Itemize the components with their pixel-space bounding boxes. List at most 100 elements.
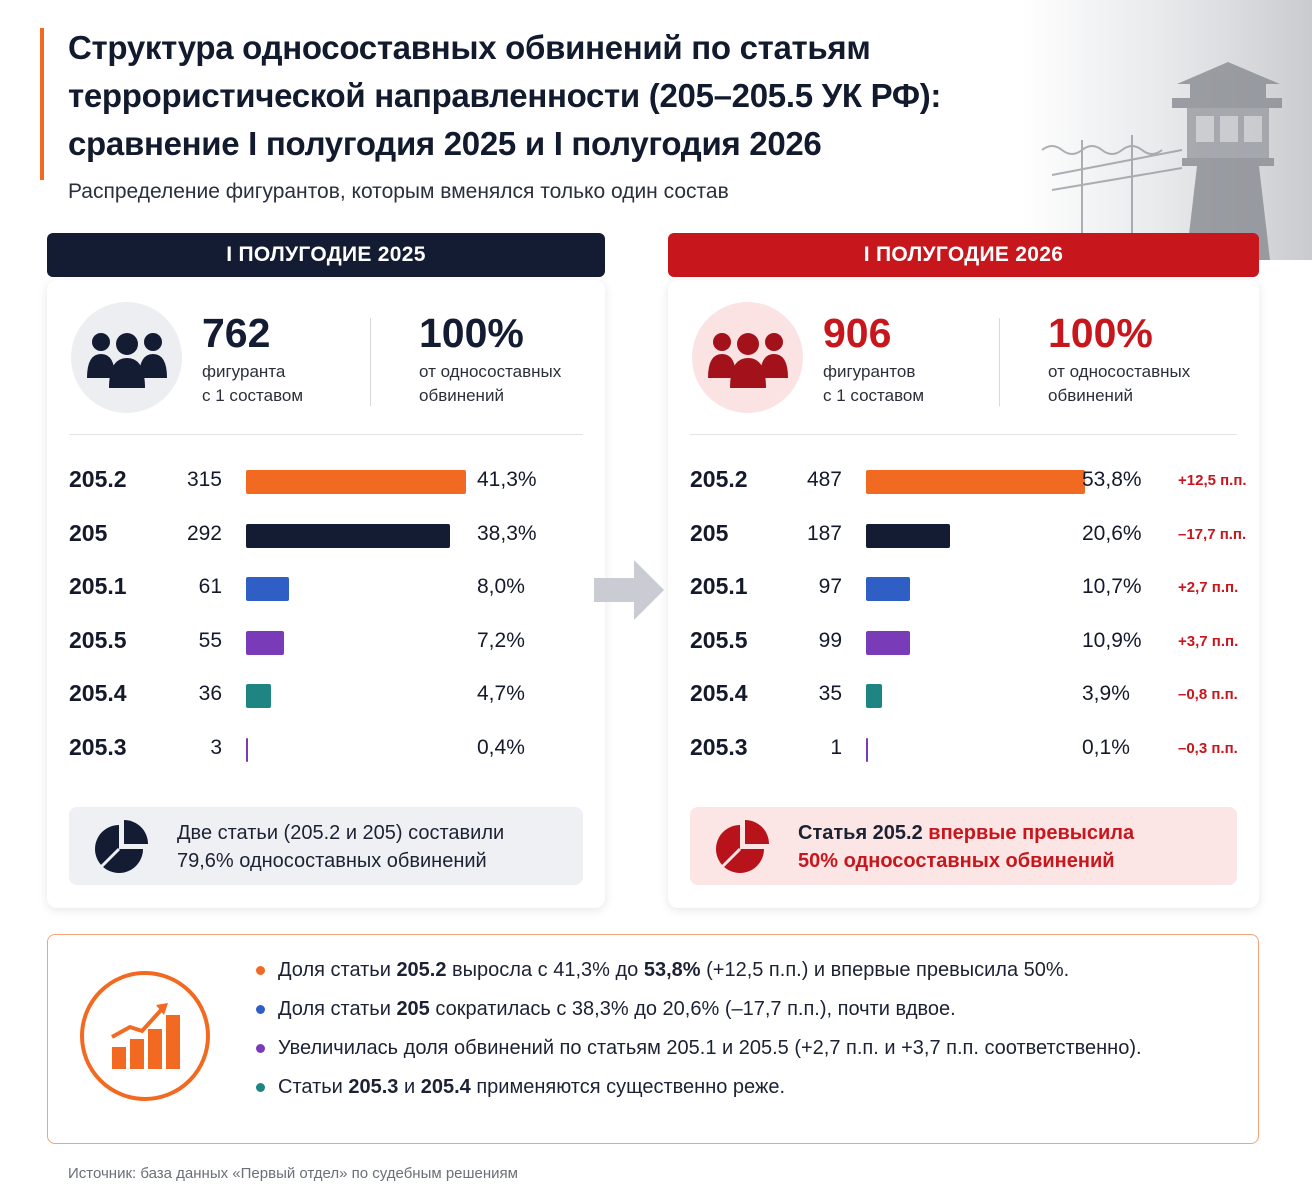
count-value: 99 xyxy=(818,628,842,652)
note-line-1: Две статьи (205.2 и 205) составили xyxy=(177,822,505,844)
panel-header-2026: I ПОЛУГОДИЕ 2026 xyxy=(668,233,1259,277)
count-value: 3 xyxy=(210,736,222,759)
note-text: Две статьи (205.2 и 205) составили 79,6%… xyxy=(177,819,504,875)
note-part: Статья 205.2 xyxy=(798,822,929,844)
share-label-line-1: от односоставных xyxy=(419,362,562,381)
percent-label: 7,2% xyxy=(477,628,525,652)
panel-header-2025: I ПОЛУГОДИЕ 2025 xyxy=(47,233,605,277)
count-value: 36 xyxy=(198,682,222,706)
article-code: 205.5 xyxy=(690,626,748,653)
percent-label: 10,9% xyxy=(1082,628,1142,652)
summary-text: применяются существенно реже. xyxy=(470,1076,785,1098)
delta-label: +3,7 п.п. xyxy=(1178,632,1239,650)
bar xyxy=(246,577,289,602)
delta-label: –0,3 п.п. xyxy=(1178,740,1238,757)
source-note: Источник: база данных «Первый отдел» по … xyxy=(68,1165,518,1182)
count-value: 315 xyxy=(186,468,222,491)
growth-chart-icon xyxy=(111,1003,180,1069)
people-icon xyxy=(708,333,788,388)
percent-label: 53,8% xyxy=(1082,468,1142,491)
total-label: фигуранта с 1 составом xyxy=(202,360,303,408)
share-label-line-2: обвинений xyxy=(1048,386,1133,405)
panel-2025: 762 фигуранта с 1 составом 100% от однос… xyxy=(47,280,605,908)
arrow-right-icon xyxy=(594,560,664,620)
share-value: 100% xyxy=(419,310,524,356)
count-value: 55 xyxy=(198,628,222,652)
divider xyxy=(370,318,371,406)
total-count: 906 xyxy=(823,310,892,356)
people-icon xyxy=(87,333,167,388)
people-icon-badge xyxy=(71,302,182,413)
total-label: фигурантов с 1 составом xyxy=(823,360,924,408)
note-text: Статья 205.2 впервые превысила 50% однос… xyxy=(798,819,1134,875)
percent-label: 4,7% xyxy=(477,682,525,706)
bar xyxy=(246,523,451,548)
note-line-1: Статья 205.2 впервые превысила xyxy=(798,819,1134,847)
bar xyxy=(246,470,466,494)
bar xyxy=(246,630,285,655)
total-label-line-1: фигуранта xyxy=(202,362,286,381)
pie-icon xyxy=(95,820,148,873)
note-line-2: 79,6% односоставных обвинений xyxy=(177,850,487,872)
summary-text: (+12,5 п.п.) и впервые превысила 50%. xyxy=(700,959,1070,981)
percent-label: 0,1% xyxy=(1082,736,1130,759)
summary-item: Увеличилась доля обвинений по статьям 20… xyxy=(256,1033,1238,1063)
share-label: от односоставных обвинений xyxy=(419,360,561,408)
divider xyxy=(999,318,1000,406)
total-label-line-2: с 1 составом xyxy=(202,386,304,405)
summary-item: Статьи 205.3 и 205.4 применяются существ… xyxy=(256,1072,1238,1102)
bullet-dot xyxy=(256,1044,265,1053)
article-code: 205.5 xyxy=(69,626,127,653)
watchtower-illustration xyxy=(1022,0,1312,260)
bar xyxy=(866,470,1085,494)
summary-text: Доля статьи xyxy=(278,959,397,981)
count-value: 487 xyxy=(806,468,842,491)
pie-icon xyxy=(716,820,769,873)
summary-text: 205.3 xyxy=(348,1076,399,1098)
delta-label: +12,5 п.п. xyxy=(1178,472,1247,489)
summary-text: и xyxy=(398,1076,421,1098)
title-accent-line xyxy=(40,28,44,180)
article-code: 205 xyxy=(690,519,729,546)
note-part: впервые xyxy=(928,822,1023,844)
bar xyxy=(866,684,882,709)
note-box-2025: Две статьи (205.2 и 205) составили 79,6%… xyxy=(69,807,583,885)
share-label: от односоставных обвинений xyxy=(1048,360,1190,408)
bar xyxy=(866,523,950,548)
summary-text: 205.2 xyxy=(396,959,447,981)
count-value: 35 xyxy=(818,682,842,706)
summary-list: Доля статьи 205.2 выросла с 41,3% до 53,… xyxy=(256,955,1238,1111)
article-code: 205.2 xyxy=(69,466,127,492)
growth-chart-icon-badge xyxy=(80,971,210,1101)
summary-item: Доля статьи 205 сократилась с 38,3% до 2… xyxy=(256,994,1238,1024)
bullet-dot xyxy=(256,966,265,975)
page-subtitle: Распределение фигурантов, которым вменял… xyxy=(68,180,729,203)
article-code: 205.1 xyxy=(69,573,127,600)
percent-label: 3,9% xyxy=(1082,682,1130,706)
share-value: 100% xyxy=(1048,310,1153,356)
total-count: 762 xyxy=(202,310,271,356)
count-value: 61 xyxy=(198,575,222,599)
bullet-dot xyxy=(256,1005,265,1014)
delta-label: –0,8 п.п. xyxy=(1178,686,1238,704)
bullet-dot xyxy=(256,1083,265,1092)
divider xyxy=(69,434,583,435)
bar xyxy=(246,738,249,762)
article-code: 205.2 xyxy=(690,466,748,492)
article-code: 205.4 xyxy=(69,680,127,707)
count-value: 1 xyxy=(830,736,842,759)
note-box-2026: Статья 205.2 впервые превысила 50% однос… xyxy=(690,807,1237,885)
percent-label: 0,4% xyxy=(477,736,525,759)
article-code: 205.1 xyxy=(690,573,748,600)
delta-label: –17,7 п.п. xyxy=(1178,525,1247,543)
article-code: 205.3 xyxy=(69,734,127,760)
summary-text: Доля статьи xyxy=(278,998,397,1020)
summary-box: Доля статьи 205.2 выросла с 41,3% до 53,… xyxy=(47,934,1259,1144)
count-value: 292 xyxy=(186,521,222,545)
bar xyxy=(866,738,868,762)
summary-text: 205.4 xyxy=(420,1076,471,1098)
article-code: 205 xyxy=(69,519,108,546)
divider xyxy=(690,434,1237,435)
bar xyxy=(246,684,272,709)
percent-label: 38,3% xyxy=(477,521,537,545)
